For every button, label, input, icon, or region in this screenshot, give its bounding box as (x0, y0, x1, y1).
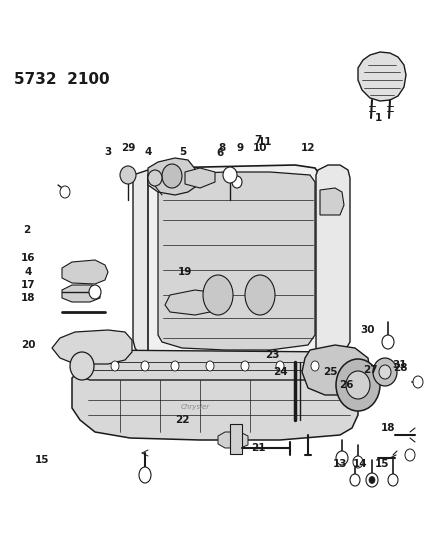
Text: 18: 18 (381, 423, 395, 433)
Ellipse shape (111, 361, 119, 371)
Text: 9: 9 (236, 143, 244, 153)
Ellipse shape (346, 371, 370, 399)
Text: 16: 16 (21, 253, 35, 263)
Text: 1: 1 (374, 113, 382, 123)
Ellipse shape (388, 474, 398, 486)
Ellipse shape (60, 186, 70, 198)
Text: 8: 8 (218, 143, 226, 153)
Polygon shape (72, 350, 352, 380)
Ellipse shape (336, 451, 348, 465)
Ellipse shape (379, 365, 391, 379)
Text: 13: 13 (333, 459, 347, 469)
Ellipse shape (241, 361, 249, 371)
Polygon shape (165, 290, 215, 315)
Polygon shape (148, 158, 198, 195)
Text: 20: 20 (21, 340, 35, 350)
Ellipse shape (276, 361, 284, 371)
Ellipse shape (162, 164, 182, 188)
Ellipse shape (336, 359, 380, 411)
Ellipse shape (382, 335, 394, 349)
Text: 6: 6 (217, 148, 223, 158)
Text: 24: 24 (273, 367, 287, 377)
Ellipse shape (405, 449, 415, 461)
Ellipse shape (350, 474, 360, 486)
Text: 4: 4 (24, 267, 32, 277)
Polygon shape (230, 424, 242, 454)
Ellipse shape (70, 352, 94, 380)
Ellipse shape (171, 361, 179, 371)
Text: 26: 26 (339, 380, 353, 390)
Text: 3: 3 (104, 147, 112, 157)
Ellipse shape (141, 361, 149, 371)
Text: 7: 7 (254, 135, 262, 145)
Text: 5732  2100: 5732 2100 (14, 72, 110, 87)
Text: 10: 10 (253, 143, 267, 153)
Text: 11: 11 (258, 137, 272, 147)
Ellipse shape (120, 166, 136, 184)
Ellipse shape (366, 473, 378, 487)
Ellipse shape (139, 467, 151, 483)
Text: 5: 5 (179, 147, 187, 157)
Text: 23: 23 (265, 350, 279, 360)
Ellipse shape (311, 361, 319, 371)
Text: 29: 29 (121, 143, 135, 153)
Ellipse shape (232, 176, 242, 188)
Ellipse shape (148, 170, 162, 186)
Text: 4: 4 (144, 147, 152, 157)
Polygon shape (133, 165, 178, 358)
Text: Chrysler: Chrysler (181, 404, 210, 410)
Text: 30: 30 (361, 325, 375, 335)
Polygon shape (52, 330, 132, 364)
Text: 31: 31 (393, 360, 407, 370)
Polygon shape (72, 366, 358, 440)
Polygon shape (302, 345, 370, 395)
Text: 28: 28 (393, 363, 407, 373)
Ellipse shape (206, 361, 214, 371)
Ellipse shape (89, 285, 101, 299)
Text: 21: 21 (251, 443, 265, 453)
Polygon shape (158, 172, 315, 350)
Text: 27: 27 (363, 365, 377, 375)
Polygon shape (218, 432, 248, 448)
Polygon shape (316, 165, 350, 358)
Polygon shape (358, 52, 406, 101)
Ellipse shape (413, 376, 423, 388)
Polygon shape (62, 285, 100, 302)
Text: 17: 17 (21, 280, 36, 290)
Polygon shape (338, 350, 365, 378)
Text: 15: 15 (35, 455, 49, 465)
Polygon shape (148, 165, 320, 362)
Polygon shape (185, 168, 215, 188)
Polygon shape (320, 188, 344, 215)
Ellipse shape (245, 275, 275, 315)
Text: 22: 22 (175, 415, 189, 425)
Ellipse shape (353, 456, 363, 468)
Text: 15: 15 (375, 459, 389, 469)
Polygon shape (62, 260, 108, 284)
Text: 12: 12 (301, 143, 315, 153)
Text: 18: 18 (21, 293, 35, 303)
Ellipse shape (203, 275, 233, 315)
Text: 2: 2 (24, 225, 31, 235)
Text: 25: 25 (323, 367, 337, 377)
Ellipse shape (223, 167, 237, 183)
Text: 19: 19 (178, 267, 192, 277)
Ellipse shape (373, 358, 397, 386)
Ellipse shape (369, 477, 375, 483)
Text: 14: 14 (353, 459, 367, 469)
